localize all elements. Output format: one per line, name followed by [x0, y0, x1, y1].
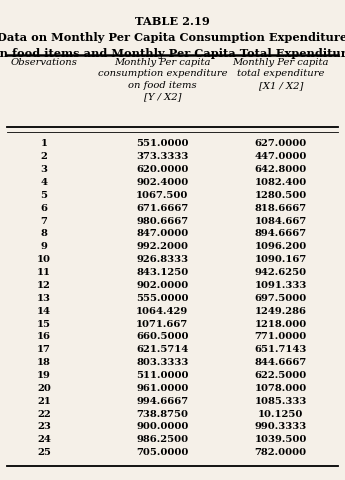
Text: 6: 6 [40, 204, 48, 213]
Text: 555.0000: 555.0000 [136, 294, 189, 303]
Text: 20: 20 [37, 384, 51, 393]
Text: 8: 8 [41, 229, 48, 239]
Text: 1: 1 [40, 139, 48, 148]
Text: 642.8000: 642.8000 [255, 165, 307, 174]
Text: 942.6250: 942.6250 [255, 268, 307, 277]
Text: 14: 14 [37, 307, 51, 316]
Text: 900.0000: 900.0000 [136, 422, 189, 432]
Text: 627.0000: 627.0000 [255, 139, 307, 148]
Text: 986.2500: 986.2500 [136, 435, 188, 444]
Text: 818.6667: 818.6667 [255, 204, 307, 213]
Text: 1091.333: 1091.333 [255, 281, 307, 290]
Text: 990.3333: 990.3333 [255, 422, 307, 432]
Text: 21: 21 [37, 397, 51, 406]
Text: 12: 12 [37, 281, 51, 290]
Text: 660.5000: 660.5000 [136, 332, 189, 341]
Text: 15: 15 [37, 320, 51, 328]
Text: 621.5714: 621.5714 [136, 345, 188, 354]
Text: 847.0000: 847.0000 [136, 229, 188, 239]
Text: 1039.500: 1039.500 [255, 435, 307, 444]
Text: 24: 24 [37, 435, 51, 444]
Text: 22: 22 [37, 409, 51, 419]
Text: 620.0000: 620.0000 [136, 165, 189, 174]
Text: 11: 11 [37, 268, 51, 277]
Text: 551.0000: 551.0000 [136, 139, 189, 148]
Text: 25: 25 [37, 448, 51, 457]
Text: 738.8750: 738.8750 [136, 409, 188, 419]
Text: 1090.167: 1090.167 [255, 255, 307, 264]
Text: 10: 10 [37, 255, 51, 264]
Text: 961.0000: 961.0000 [136, 384, 189, 393]
Text: 10.1250: 10.1250 [258, 409, 303, 419]
Text: 992.2000: 992.2000 [136, 242, 188, 252]
Text: 697.5000: 697.5000 [255, 294, 307, 303]
Text: 17: 17 [37, 345, 51, 354]
Text: Monthly Per capita
total expenditure
[X1 / X2]: Monthly Per capita total expenditure [X1… [233, 58, 329, 90]
Text: 19: 19 [37, 371, 51, 380]
Text: 994.6667: 994.6667 [136, 397, 188, 406]
Text: 651.7143: 651.7143 [255, 345, 307, 354]
Text: 1071.667: 1071.667 [136, 320, 188, 328]
Text: TABLE 2.19: TABLE 2.19 [135, 16, 210, 26]
Text: 1096.200: 1096.200 [255, 242, 307, 252]
Text: 902.0000: 902.0000 [136, 281, 188, 290]
Text: 1249.286: 1249.286 [255, 307, 307, 316]
Text: Monthly Per capita
consumption expenditure
on food items
[Y / X2]: Monthly Per capita consumption expenditu… [98, 58, 227, 101]
Text: 980.6667: 980.6667 [136, 216, 188, 226]
Text: 705.0000: 705.0000 [136, 448, 189, 457]
Text: 1067.500: 1067.500 [136, 191, 189, 200]
Text: Data on Monthly Per Capita Consumption Expenditure: Data on Monthly Per Capita Consumption E… [0, 32, 345, 43]
Text: 4: 4 [40, 178, 48, 187]
Text: 1218.000: 1218.000 [255, 320, 307, 328]
Text: 13: 13 [37, 294, 51, 303]
Text: 2: 2 [41, 152, 48, 161]
Text: 16: 16 [37, 332, 51, 341]
Text: 18: 18 [37, 358, 51, 367]
Text: 447.0000: 447.0000 [255, 152, 307, 161]
Text: 9: 9 [41, 242, 48, 252]
Text: 1082.400: 1082.400 [255, 178, 307, 187]
Text: 1085.333: 1085.333 [255, 397, 307, 406]
Text: 844.6667: 844.6667 [255, 358, 307, 367]
Text: 902.4000: 902.4000 [136, 178, 188, 187]
Text: 782.0000: 782.0000 [255, 448, 307, 457]
Text: 1280.500: 1280.500 [255, 191, 307, 200]
Text: 622.5000: 622.5000 [255, 371, 307, 380]
Text: 671.6667: 671.6667 [136, 204, 188, 213]
Text: 5: 5 [40, 191, 48, 200]
Text: 23: 23 [37, 422, 51, 432]
Text: 803.3333: 803.3333 [136, 358, 189, 367]
Text: 894.6667: 894.6667 [255, 229, 307, 239]
Text: 373.3333: 373.3333 [136, 152, 189, 161]
Text: on food items and Monthly Per Capita Total Expenditure: on food items and Monthly Per Capita Tot… [0, 48, 345, 59]
Text: 1084.667: 1084.667 [255, 216, 307, 226]
Text: 511.0000: 511.0000 [136, 371, 189, 380]
Text: 843.1250: 843.1250 [136, 268, 188, 277]
Text: 7: 7 [41, 216, 48, 226]
Text: 1078.000: 1078.000 [255, 384, 307, 393]
Text: 3: 3 [40, 165, 48, 174]
Text: Observations: Observations [11, 58, 78, 67]
Text: 771.0000: 771.0000 [255, 332, 307, 341]
Text: 926.8333: 926.8333 [136, 255, 188, 264]
Text: 1064.429: 1064.429 [136, 307, 188, 316]
